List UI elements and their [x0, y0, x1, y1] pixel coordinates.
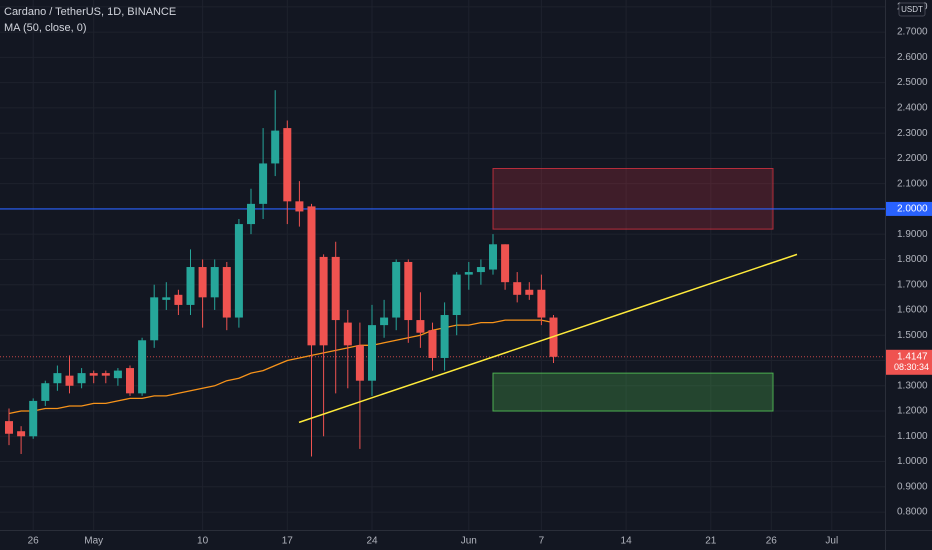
candle-body — [537, 289, 546, 318]
candle-body — [307, 206, 316, 346]
candle-body — [355, 345, 364, 381]
trendline — [298, 253, 798, 424]
candle-body — [65, 375, 74, 386]
candle-body — [17, 431, 26, 437]
candle-body — [174, 294, 183, 305]
price-label-box — [886, 349, 932, 375]
y-tick-label: 1.9000 — [897, 229, 928, 240]
y-tick-label: 2.2000 — [897, 153, 928, 164]
countdown-label: 08:30:34 — [894, 362, 929, 372]
candle-body — [53, 373, 62, 384]
grid — [0, 0, 885, 530]
x-tick-label: Jul — [825, 536, 838, 547]
candle-body — [489, 244, 497, 270]
candle-body — [271, 130, 280, 164]
candle-body — [150, 297, 159, 341]
candle-body — [440, 315, 449, 358]
candle-body — [101, 373, 110, 376]
candle-body — [343, 322, 352, 346]
candle-body — [464, 272, 473, 275]
candle-body — [331, 256, 340, 321]
x-tick-label: 21 — [705, 536, 717, 547]
y-tick-label: 2.4000 — [897, 103, 928, 114]
y-tick-label: 1.3000 — [897, 380, 928, 391]
candle-body — [234, 224, 243, 318]
candle-body — [513, 282, 522, 295]
candle-body — [89, 373, 98, 376]
candle-body — [295, 201, 304, 212]
y-tick-label: 0.8000 — [897, 507, 928, 518]
candle-body — [525, 289, 534, 295]
y-tick-label: 0.9000 — [897, 481, 928, 492]
candle-body — [5, 421, 13, 434]
candle-body — [452, 274, 461, 316]
price-label: 1.4147 — [897, 351, 928, 362]
x-tick-label: 10 — [197, 536, 209, 547]
candle-body — [392, 261, 401, 318]
candle-body — [428, 330, 437, 358]
candle-body — [368, 325, 376, 381]
x-tick-label: 24 — [366, 536, 378, 547]
candle-body — [416, 320, 425, 333]
candle-body — [319, 256, 328, 346]
candle-body — [77, 373, 86, 384]
x-tick-label: 14 — [621, 536, 633, 547]
candle-body — [210, 267, 219, 298]
x-tick-label: May — [84, 536, 103, 547]
x-tick-label: 17 — [282, 536, 294, 547]
y-tick-label: 2.1000 — [897, 178, 928, 189]
candle-body — [404, 261, 413, 321]
y-tick-label: 1.7000 — [897, 279, 928, 290]
y-tick-label: 2.6000 — [897, 52, 928, 63]
price-zone — [492, 372, 774, 412]
y-tick-label: 2.7000 — [897, 27, 928, 38]
candle-body — [186, 267, 195, 305]
candle-body — [259, 163, 268, 204]
y-tick-label: 1.5000 — [897, 330, 928, 341]
candle-body — [126, 368, 134, 394]
moving-average — [8, 319, 554, 415]
x-tick-label: 7 — [539, 536, 545, 547]
price-zone — [492, 167, 774, 230]
candle-body — [247, 203, 255, 225]
x-tick-label: 26 — [766, 536, 778, 547]
candle-body — [222, 267, 231, 318]
y-tick-label: 1.1000 — [897, 431, 928, 442]
indicator-label: MA (50, close, 0) — [4, 22, 87, 34]
chart-title: Cardano / TetherUS, 1D, BINANCE — [4, 6, 176, 18]
y-tick-label: 2.3000 — [897, 128, 928, 139]
plot — [0, 90, 885, 457]
candle-body — [138, 340, 147, 394]
y-tick-label: 2.5000 — [897, 77, 928, 88]
candle-body — [380, 317, 389, 326]
x-tick-label: 26 — [28, 536, 40, 547]
axes: 0.80000.90001.00001.10001.20001.30001.40… — [28, 1, 932, 547]
candle-body — [476, 267, 485, 273]
candle-body — [198, 267, 207, 298]
candle-body — [283, 128, 292, 202]
candle-body — [162, 297, 171, 300]
price-label-box — [886, 201, 932, 216]
y-tick-label: 1.0000 — [897, 456, 928, 467]
currency-button[interactable] — [898, 2, 926, 17]
currency-label[interactable]: USDT — [901, 5, 923, 14]
y-tick-label: 1.8000 — [897, 254, 928, 265]
candle-body — [41, 383, 50, 401]
candle-body — [113, 370, 122, 379]
y-tick-label: 1.2000 — [897, 406, 928, 417]
price-label: 2.0000 — [897, 204, 928, 215]
y-tick-label: 1.6000 — [897, 305, 928, 316]
candle-body — [501, 244, 510, 283]
candle-body — [29, 400, 38, 437]
x-tick-label: Jun — [461, 536, 477, 547]
